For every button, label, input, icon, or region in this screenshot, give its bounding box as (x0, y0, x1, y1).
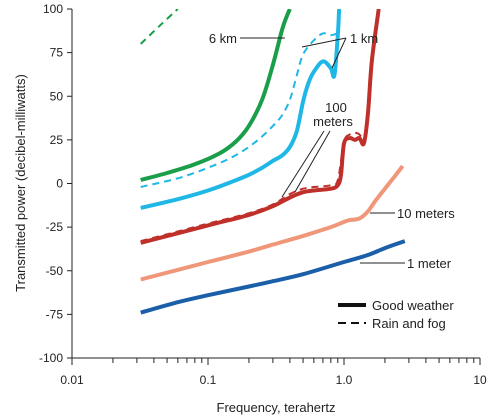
x-tick-label: 0.01 (60, 373, 84, 387)
legend: Good weather Rain and fog (338, 298, 454, 331)
y-tick-label: -75 (46, 307, 64, 321)
annotation-100m-line2: meters (313, 114, 353, 129)
series-1km-rain (140, 32, 339, 188)
ticks-layer: 100 75 50 25 0 -25 -50 -75 -100 0.01 0.1 1.0 10 (39, 2, 487, 387)
y-axis-label: Transmitted power (decibel-milliwatts) (13, 74, 28, 292)
legend-label-good-weather: Good weather (372, 298, 454, 313)
x-tick-label: 10 (473, 373, 487, 387)
annotation-leader-100m-a (281, 130, 325, 198)
y-tick-label: 0 (56, 177, 63, 191)
series-layer (140, 9, 406, 315)
annotation-1m: 1 meter (407, 256, 452, 271)
legend-label-rain-and-fog: Rain and fog (372, 316, 446, 331)
y-tick-label: 75 (50, 46, 64, 60)
annotation-1km: 1 km (350, 31, 378, 46)
annotation-6km: 6 km (209, 31, 237, 46)
x-tick-label: 0.1 (200, 373, 217, 387)
y-tick-label: 100 (43, 2, 63, 16)
x-axis-label: Frequency, terahertz (217, 400, 336, 415)
x-tick-label: 1.0 (336, 373, 353, 387)
series-10m-good (140, 164, 405, 282)
annotation-10m: 10 meters (397, 206, 455, 221)
annotation-100m-line1: 100 (325, 100, 347, 115)
series-1km-good (140, 9, 342, 210)
series-6km-good (140, 9, 292, 182)
y-tick-label: -25 (46, 220, 64, 234)
series-1m-good (140, 239, 406, 315)
annotation-layer: 6 km 1 km 100 meters 10 meters 1 meter (209, 31, 455, 271)
y-tick-label: -50 (46, 264, 64, 278)
y-tick-label: 25 (50, 133, 64, 147)
annotation-leader-1km-b (331, 37, 347, 69)
series-6km-rain (140, 9, 179, 45)
annotation-leader-1km-a (301, 37, 347, 48)
y-tick-label: -100 (39, 351, 63, 365)
series-100m-good (140, 9, 381, 245)
annotation-leader-100m-b (294, 130, 331, 193)
y-tick-label: 50 (50, 89, 64, 103)
